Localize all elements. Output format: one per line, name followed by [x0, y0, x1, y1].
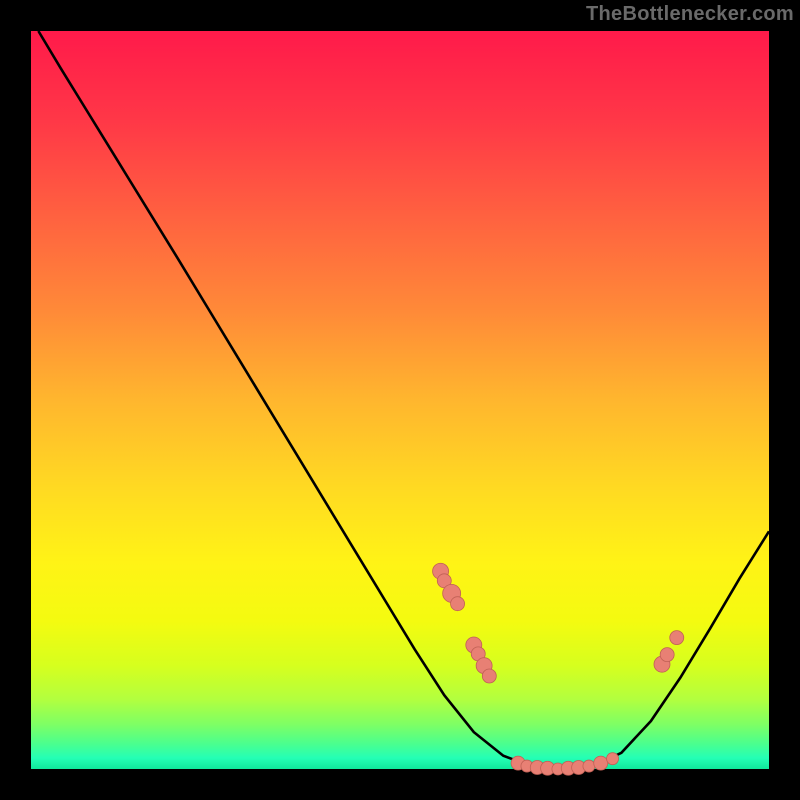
data-marker: [670, 631, 684, 645]
data-marker: [594, 756, 608, 770]
data-marker: [607, 753, 619, 765]
data-marker: [482, 669, 496, 683]
data-marker: [451, 597, 465, 611]
bottleneck-chart: [0, 0, 800, 800]
data-marker: [583, 760, 595, 772]
data-marker: [660, 648, 674, 662]
watermark-text: TheBottlenecker.com: [586, 3, 794, 26]
